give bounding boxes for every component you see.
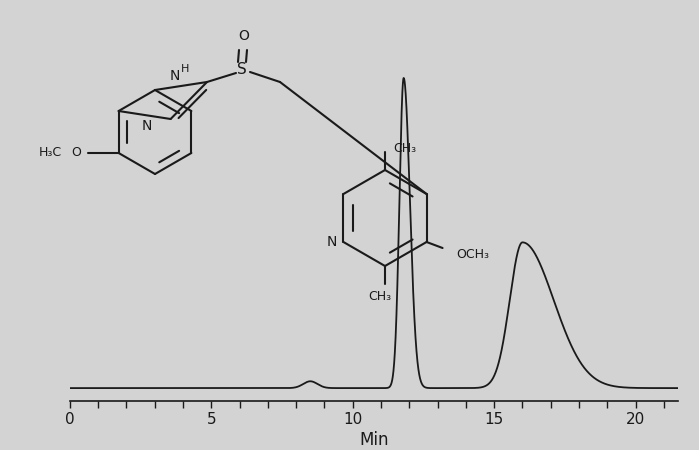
Text: H: H <box>181 64 189 74</box>
Text: O: O <box>238 29 250 43</box>
Text: N: N <box>170 69 180 83</box>
Text: CH₃: CH₃ <box>394 141 417 154</box>
Text: S: S <box>237 63 247 77</box>
Text: N: N <box>326 235 337 249</box>
Text: O: O <box>72 147 82 159</box>
Text: CH₃: CH₃ <box>368 289 391 302</box>
Text: H₃C: H₃C <box>38 147 62 159</box>
X-axis label: Min: Min <box>359 432 389 450</box>
Text: OCH₃: OCH₃ <box>456 248 489 261</box>
Text: N: N <box>141 119 152 133</box>
